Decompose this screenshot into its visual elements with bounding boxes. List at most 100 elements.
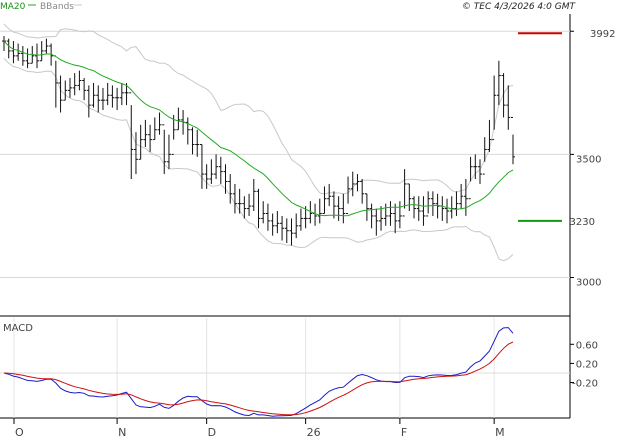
legend-ma20: MA20 xyxy=(0,2,26,12)
macd-grid xyxy=(0,318,570,418)
ohlc-bar xyxy=(119,82,124,106)
chart-frame xyxy=(0,14,571,419)
y-tick-label: 0.20 xyxy=(576,359,598,370)
ohlc-bar xyxy=(110,85,115,108)
ohlc-bar xyxy=(100,87,105,111)
ohlc-bar xyxy=(322,186,327,214)
ohlc-bar xyxy=(218,156,223,184)
ohlc-bar xyxy=(317,198,322,224)
ohlc-bar xyxy=(214,154,219,180)
ohlc-bar xyxy=(261,201,266,224)
ohlc-bar xyxy=(166,134,171,170)
x-tick-label: N xyxy=(118,426,126,439)
ohlc-bar xyxy=(124,82,129,106)
ohlc-bar xyxy=(251,179,256,212)
ma20-path xyxy=(3,40,514,217)
ohlc-bar xyxy=(336,196,341,221)
ohlc-bar xyxy=(152,117,157,141)
ohlc-bar xyxy=(492,75,497,141)
ohlc-bar xyxy=(25,48,30,69)
ohlc-bar xyxy=(157,112,162,135)
ohlc-bar xyxy=(171,114,176,155)
ohlc-bar xyxy=(454,191,459,216)
ohlc-bar xyxy=(105,82,110,106)
ohlc-bar xyxy=(468,156,473,200)
x-tick-label: F xyxy=(401,426,407,439)
ohlc-bar xyxy=(383,203,388,226)
ohlc-bar xyxy=(148,124,153,152)
x-tick-label: D xyxy=(208,426,216,439)
ohlc-bar xyxy=(2,36,6,51)
ohlc-bar xyxy=(473,154,478,180)
macd-panel-label: MACD xyxy=(3,323,33,334)
ohlc-bar xyxy=(459,183,464,209)
ohlc-bar xyxy=(374,208,379,236)
ohlc-bar xyxy=(67,78,72,98)
price-levels: 3992 3230 xyxy=(518,29,615,228)
ohlc-bar xyxy=(313,203,318,226)
ohlc-bar xyxy=(77,70,82,91)
ohlc-bar xyxy=(308,201,313,224)
ohlc-bar xyxy=(440,196,445,221)
ohlc-bar xyxy=(129,92,134,180)
ohlc-bar xyxy=(256,188,261,229)
ohlc-bar xyxy=(355,174,360,192)
support-label: 3230 xyxy=(570,217,595,228)
bband-upper xyxy=(3,23,514,195)
ohlc-bar xyxy=(379,206,384,231)
macd-y-axis: 0.60 0.20 -0.20 xyxy=(570,340,598,390)
ohlc-bar xyxy=(364,193,369,221)
ohlc-bar xyxy=(478,159,483,184)
y-tick-label: -0.20 xyxy=(572,379,598,390)
ohlc-bar xyxy=(393,203,398,234)
macd-line xyxy=(3,327,514,417)
ohlc-bar xyxy=(6,38,11,59)
ohlc-bar xyxy=(242,196,247,219)
ohlc-bar xyxy=(143,119,148,147)
ohlc-bar xyxy=(228,174,233,204)
y-tick-label: 0.60 xyxy=(576,340,598,351)
ohlc-bar xyxy=(223,164,228,194)
ohlc-bar xyxy=(327,183,332,207)
ohlc-bar xyxy=(412,196,417,219)
ohlc-bar xyxy=(341,193,346,224)
ohlc-bar xyxy=(445,198,450,224)
ohlc-bar xyxy=(280,215,285,241)
ohlc-bar xyxy=(58,75,63,113)
ohlc-bar xyxy=(501,73,506,118)
ohlc-bar xyxy=(63,80,68,101)
ohlc-bar xyxy=(421,196,426,226)
ohlc-bar xyxy=(303,206,308,229)
ohlc-bar xyxy=(360,179,365,204)
ohlc-bar xyxy=(369,203,374,229)
ohlc-bar xyxy=(487,119,492,152)
ohlc-bar xyxy=(195,129,200,157)
ohlc-bar xyxy=(209,159,214,184)
ohlc-bar xyxy=(407,183,412,212)
ohlc-bars xyxy=(2,36,515,246)
ohlc-bar xyxy=(511,116,515,165)
ohlc-bar xyxy=(16,43,21,61)
ohlc-bar xyxy=(86,85,91,118)
ohlc-bar xyxy=(275,211,280,234)
ohlc-bar xyxy=(270,213,275,236)
ohlc-bar xyxy=(416,196,421,221)
ohlc-bar xyxy=(294,213,299,239)
ohlc-bar xyxy=(397,201,402,229)
ohlc-bar xyxy=(237,188,242,214)
ohlc-bar xyxy=(232,183,237,214)
legend-bbands: BBands xyxy=(40,2,74,12)
ohlc-bar xyxy=(388,201,393,226)
ohlc-bar xyxy=(115,87,120,111)
ohlc-bar xyxy=(34,43,39,69)
time-x-axis: O N D 26 F M xyxy=(13,418,505,439)
ohlc-bar xyxy=(506,85,511,130)
ohlc-bar xyxy=(138,124,143,160)
macd-lines xyxy=(3,327,514,417)
bband-lower xyxy=(3,57,514,262)
ohlc-bar xyxy=(133,132,138,175)
ohlc-bar xyxy=(190,127,195,155)
timestamp: © TEC 4/3/2026 4:0 GMT xyxy=(462,2,577,12)
ohlc-bar xyxy=(91,82,96,108)
